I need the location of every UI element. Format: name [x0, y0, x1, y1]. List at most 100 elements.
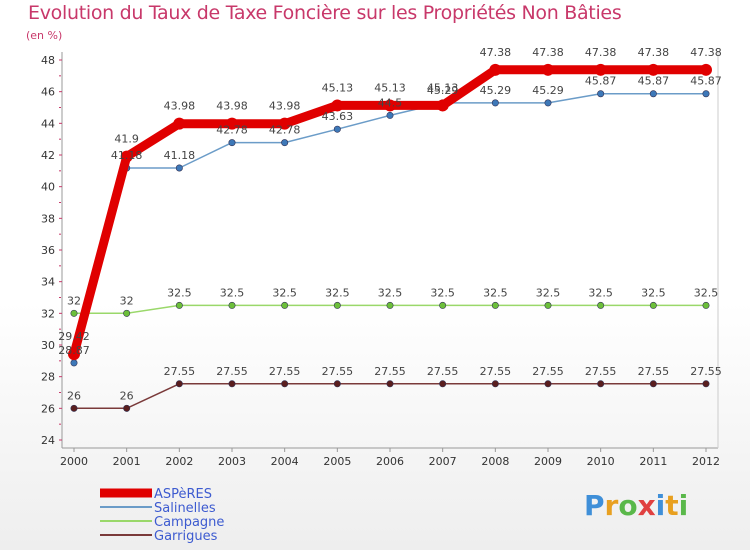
legend-label: ASPèRES: [154, 487, 212, 502]
data-point-asp-res: [68, 348, 80, 361]
data-point-garrigues: [491, 380, 499, 388]
data-label-salinelles: 45.87: [585, 75, 617, 88]
data-point-garrigues: [333, 380, 341, 388]
data-point-campagne: [649, 301, 657, 309]
data-label-salinelles: 45.29: [532, 84, 564, 97]
y-tick-label: 38: [41, 212, 55, 225]
data-label-salinelles: 41.18: [164, 149, 196, 162]
proxiti-logo: Proxiti: [584, 489, 688, 522]
x-tick-label: 2007: [429, 455, 457, 468]
data-point-campagne: [386, 301, 394, 309]
x-tick-label: 2009: [534, 455, 562, 468]
data-label-campagne: 32: [120, 294, 134, 307]
data-label-campagne: 32: [67, 294, 81, 307]
data-label-campagne: 32.5: [641, 286, 666, 299]
data-label-garrigues: 27.55: [585, 365, 617, 378]
data-label-campagne: 32.5: [378, 286, 403, 299]
data-label-campagne: 32.5: [167, 286, 192, 299]
x-tick-label: 2010: [587, 455, 615, 468]
data-label-asp-res: 29.42: [58, 330, 90, 343]
data-point-garrigues: [175, 380, 183, 388]
data-label-asp-res: 43.98: [216, 100, 248, 113]
data-point-salinelles: [597, 90, 605, 98]
data-point-campagne: [70, 309, 78, 317]
series-line-garrigues: [73, 383, 707, 410]
data-point-garrigues: [649, 380, 657, 388]
data-label-campagne: 32.5: [220, 286, 245, 299]
data-label-asp-res: 43.98: [269, 100, 301, 113]
y-tick-label: 32: [41, 307, 55, 320]
data-point-salinelles: [228, 139, 236, 147]
y-tick-label: 42: [41, 149, 55, 162]
data-label-campagne: 32.5: [272, 286, 297, 299]
data-point-campagne: [175, 301, 183, 309]
data-label-campagne: 32.5: [325, 286, 350, 299]
data-point-garrigues: [123, 404, 131, 412]
data-point-asp-res: [331, 99, 344, 112]
data-label-salinelles: 42.78: [216, 124, 248, 137]
data-point-campagne: [333, 301, 341, 309]
data-point-campagne: [281, 301, 289, 309]
data-point-garrigues: [228, 380, 236, 388]
y-tick-label: 46: [41, 86, 55, 99]
data-point-asp-res: [120, 150, 133, 163]
data-label-campagne: 32.5: [536, 286, 561, 299]
data-point-asp-res: [647, 63, 660, 76]
svg-text:Proxiti: Proxiti: [584, 489, 688, 522]
series-lines: [68, 63, 712, 412]
data-label-salinelles: 42.78: [269, 124, 301, 137]
data-point-campagne: [228, 301, 236, 309]
data-point-garrigues: [281, 380, 289, 388]
y-tick-label: 48: [41, 54, 55, 67]
data-label-campagne: 32.5: [430, 286, 455, 299]
x-tick-label: 2005: [323, 455, 351, 468]
data-label-asp-res: 47.38: [532, 46, 564, 59]
data-point-salinelles: [649, 90, 657, 98]
data-label-garrigues: 27.55: [690, 365, 722, 378]
data-label-garrigues: 27.55: [532, 365, 564, 378]
data-point-campagne: [702, 301, 710, 309]
y-tick-label: 36: [41, 244, 55, 257]
unit-label: (en %): [26, 29, 63, 42]
data-label-asp-res: 43.98: [164, 100, 196, 113]
data-label-garrigues: 27.55: [269, 365, 301, 378]
legend-label: Campagne: [154, 515, 224, 530]
data-point-salinelles: [544, 99, 552, 107]
data-point-asp-res: [436, 99, 449, 112]
data-point-campagne: [439, 301, 447, 309]
data-label-asp-res: 47.38: [480, 46, 512, 59]
axes: 24 26 28 30 32 34 36 38 40 42 44 46 48 2000 2001 2002 20…: [41, 52, 720, 468]
data-label-asp-res: 45.13: [427, 81, 459, 94]
data-label-campagne: 32.5: [694, 286, 719, 299]
data-point-salinelles: [491, 99, 499, 107]
data-label-garrigues: 27.55: [164, 365, 196, 378]
data-point-garrigues: [439, 380, 447, 388]
x-tick-label: 2003: [218, 455, 246, 468]
data-point-campagne: [597, 301, 605, 309]
x-tick-label: 2006: [376, 455, 404, 468]
data-point-garrigues: [386, 380, 394, 388]
y-tick-label: 26: [41, 402, 55, 415]
data-label-garrigues: 27.55: [374, 365, 406, 378]
data-point-asp-res: [384, 99, 396, 112]
data-point-garrigues: [544, 380, 552, 388]
data-point-asp-res: [700, 63, 712, 76]
x-tick-label: 2000: [60, 455, 88, 468]
data-label-asp-res: 47.38: [690, 46, 722, 59]
data-point-salinelles: [175, 164, 183, 172]
data-label-garrigues: 27.55: [216, 365, 248, 378]
chart-title: Evolution du Taux de Taxe Foncière sur l…: [28, 2, 622, 24]
y-tick-label: 24: [41, 434, 55, 447]
data-label-campagne: 32.5: [588, 286, 613, 299]
data-point-salinelles: [281, 139, 289, 147]
data-point-garrigues: [70, 404, 78, 412]
data-point-asp-res: [542, 63, 554, 76]
data-label-salinelles: 28.87: [58, 344, 90, 357]
y-tick-label: 40: [41, 181, 55, 194]
x-tick-label: 2002: [165, 455, 193, 468]
x-tick-label: 2008: [481, 455, 509, 468]
data-point-asp-res: [226, 117, 238, 130]
data-label-salinelles: 45.29: [480, 84, 512, 97]
data-point-garrigues: [597, 380, 605, 388]
